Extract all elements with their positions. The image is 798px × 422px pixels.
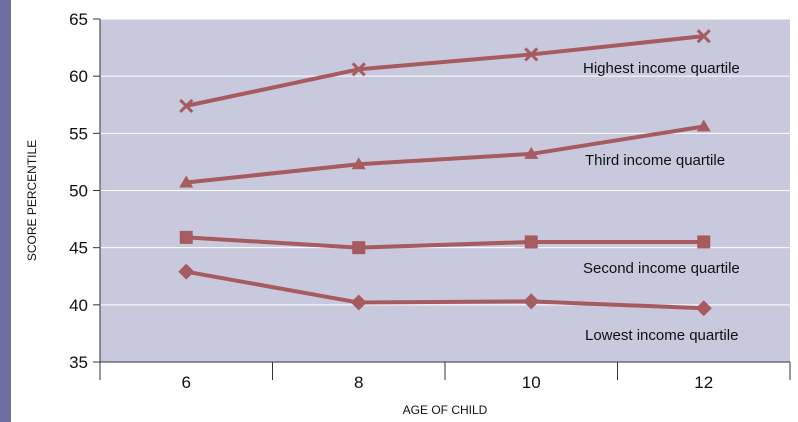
- series-line-1: [186, 124, 705, 185]
- x-tick-label-10: 10: [522, 373, 541, 392]
- series-0-point-6: [179, 98, 194, 113]
- series-0-point-8: [351, 62, 366, 77]
- left-accent-bar: [0, 0, 11, 422]
- series-label-0: Highest income quartile: [583, 60, 740, 77]
- y-tick-label-55: 55: [69, 124, 88, 143]
- series-layer: [178, 29, 712, 317]
- series-0-point-10: [524, 47, 539, 62]
- series-1: [179, 119, 711, 188]
- x-tick-label-12: 12: [694, 373, 713, 392]
- label-layer: Highest income quartile Third income quar…: [583, 60, 740, 344]
- series-label-2: Second income quartile: [583, 260, 740, 277]
- y-tick-label-40: 40: [69, 296, 88, 315]
- series-1-point-10: [524, 146, 539, 159]
- series-3-point-6: [178, 263, 195, 280]
- series-3: [178, 263, 712, 317]
- axes: 35 40 45 50 55 60 65 6 8 10 12: [69, 10, 791, 392]
- series-0: [179, 29, 711, 113]
- series-line-3: [185, 269, 704, 311]
- y-axis-title: SCORE PERCENTILE: [25, 140, 39, 261]
- series-0-point-12: [696, 29, 711, 44]
- x-axis-title: AGE OF CHILD: [403, 403, 488, 417]
- gridlines: [100, 18, 790, 306]
- x-tick-label-8: 8: [354, 373, 363, 392]
- series-label-1: Third income quartile: [585, 152, 725, 169]
- series-line-0: [185, 34, 704, 108]
- series-line-2: [186, 235, 704, 250]
- series-2-point-8: [352, 241, 366, 255]
- series-3-point-10: [523, 293, 540, 310]
- series-2-point-10: [524, 235, 538, 249]
- y-tick-label-45: 45: [69, 239, 88, 258]
- y-tick-label-50: 50: [69, 182, 88, 201]
- series-2-point-12: [697, 235, 711, 249]
- series-1-point-12: [696, 119, 711, 132]
- series-3-point-8: [350, 294, 367, 311]
- series-label-3: Lowest income quartile: [585, 327, 738, 344]
- series-1-point-6: [179, 175, 194, 188]
- series-2: [179, 230, 711, 255]
- y-tick-label-60: 60: [69, 67, 88, 86]
- y-tick-label-65: 65: [69, 10, 88, 29]
- series-1-point-8: [351, 157, 366, 170]
- x-tick-label-6: 6: [182, 373, 191, 392]
- y-tick-label-35: 35: [69, 353, 88, 372]
- series-3-point-12: [695, 300, 712, 317]
- series-2-point-6: [179, 230, 193, 244]
